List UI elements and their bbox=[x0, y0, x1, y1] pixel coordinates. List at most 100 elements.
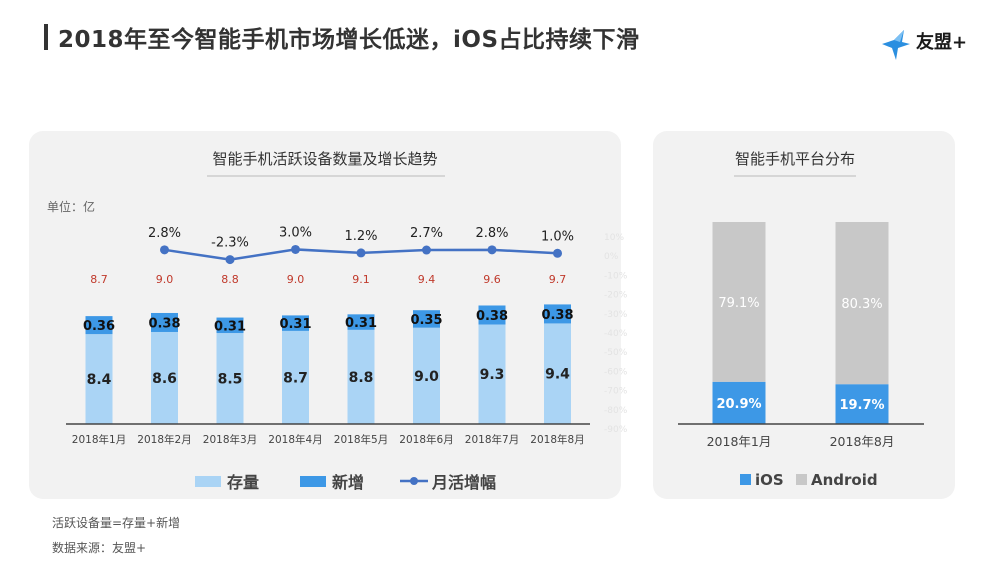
total-labels: 8.7 9.0 8.8 9.0 9.1 9.4 9.6 9.7 bbox=[90, 273, 566, 286]
bar-stock bbox=[85, 334, 113, 424]
ios-share-label: 20.9% bbox=[716, 397, 761, 412]
total-value-label: 9.1 bbox=[352, 273, 370, 286]
x-tick-label: 2018年2月 bbox=[137, 433, 191, 446]
legend-ios-swatch bbox=[740, 474, 751, 485]
growth-label: 2.8% bbox=[475, 226, 508, 241]
x-axis-labels: 2018年1月 2018年2月 2018年3月 2018年4月 2018年5月 2018年… bbox=[72, 433, 585, 446]
stock-value-label: 8.4 bbox=[87, 372, 112, 388]
legend-android-label: Android bbox=[811, 471, 878, 489]
platform-x-labels: 2018年1月 2018年8月 bbox=[707, 434, 895, 449]
growth-point bbox=[225, 255, 235, 265]
x-tick-label: 2018年4月 bbox=[268, 433, 322, 446]
x-tick-label: 2018年3月 bbox=[203, 433, 257, 446]
legend-growth-marker bbox=[410, 477, 418, 485]
legend-stock-swatch bbox=[195, 476, 221, 487]
secondary-axis: 10% 0% -10% -20% -30% -40% -50% -60% -70% -80% -90… bbox=[604, 233, 628, 435]
bar-stock bbox=[151, 331, 178, 424]
bar-new bbox=[282, 315, 309, 331]
total-value-label: 9.4 bbox=[418, 273, 436, 286]
x-tick-label: 2018年7月 bbox=[465, 433, 519, 446]
secondary-tick-label: -40% bbox=[604, 329, 628, 339]
bar-stock bbox=[347, 329, 375, 424]
data-source: 数据来源：友盟+ bbox=[52, 541, 147, 555]
new-value-label: 0.38 bbox=[148, 316, 180, 331]
logo-text: 友盟+ bbox=[916, 32, 968, 53]
growth-label: 2.7% bbox=[410, 226, 443, 241]
growth-label: 1.2% bbox=[344, 229, 377, 244]
bar-new bbox=[544, 304, 571, 324]
bar-new bbox=[85, 316, 113, 335]
bar-android bbox=[712, 222, 766, 382]
x-tick-label: 2018年6月 bbox=[399, 433, 453, 446]
growth-point bbox=[422, 245, 431, 255]
stock-value-label: 9.3 bbox=[480, 367, 505, 383]
active-devices-panel bbox=[29, 131, 621, 499]
growth-line-group: 2.8% -2.3% 3.0% 1.2% 2.7% 2.8% 1.0% bbox=[148, 225, 574, 265]
bar-new bbox=[216, 317, 244, 334]
x-tick-label: 2018年8月 bbox=[530, 433, 584, 446]
new-value-label: 0.31 bbox=[345, 316, 377, 331]
new-value-label: 0.31 bbox=[214, 319, 246, 334]
android-share-label: 80.3% bbox=[841, 297, 882, 312]
stock-value-label: 8.6 bbox=[152, 371, 177, 387]
chart2-title: 智能手机平台分布 bbox=[735, 150, 855, 168]
secondary-tick-label: -30% bbox=[604, 310, 628, 320]
growth-point bbox=[160, 245, 169, 255]
platform-bar-group: 20.9% 79.1% 19.7% 80.3% bbox=[712, 222, 889, 424]
secondary-tick-label: 0% bbox=[604, 252, 619, 262]
new-value-label: 0.36 bbox=[83, 319, 115, 334]
growth-label: 1.0% bbox=[541, 229, 574, 244]
page-title: 2018年至今智能手机市场增长低迷，iOS占比持续下滑 bbox=[58, 27, 640, 53]
chart1-title: 智能手机活跃设备数量及增长趋势 bbox=[212, 150, 437, 168]
bar-stock bbox=[282, 330, 309, 424]
new-value-label: 0.31 bbox=[279, 317, 311, 332]
platform-x-tick-label: 2018年1月 bbox=[707, 434, 772, 449]
legend-android-swatch bbox=[796, 474, 807, 485]
bar-stock bbox=[216, 333, 244, 424]
platform-x-tick-label: 2018年8月 bbox=[830, 434, 895, 449]
bar-ios bbox=[712, 381, 766, 424]
secondary-tick-label: -10% bbox=[604, 271, 628, 281]
secondary-tick-label: -60% bbox=[604, 367, 628, 377]
growth-point bbox=[356, 248, 366, 258]
secondary-tick-label: -50% bbox=[604, 348, 628, 358]
formula-note: 活跃设备量=存量+新增 bbox=[52, 516, 181, 530]
bar-android bbox=[835, 222, 889, 385]
ios-share-label: 19.7% bbox=[839, 398, 884, 413]
growth-point bbox=[487, 245, 497, 255]
active-devices-chart: 智能手机活跃设备数量及增长趋势 单位：亿 10% 0% -10% -20% -30% -4… bbox=[47, 150, 628, 492]
x-tick-label: 2018年1月 bbox=[72, 433, 126, 446]
bar-new bbox=[151, 312, 178, 332]
bar-new bbox=[478, 305, 506, 325]
growth-label: 3.0% bbox=[279, 225, 312, 240]
bar-ios bbox=[835, 384, 889, 424]
bar-stock bbox=[478, 324, 506, 424]
bar-new bbox=[347, 314, 375, 330]
growth-label: -2.3% bbox=[211, 236, 249, 251]
new-value-label: 0.35 bbox=[410, 313, 442, 328]
unit-label: 单位：亿 bbox=[47, 199, 95, 214]
stock-value-label: 8.8 bbox=[349, 370, 374, 386]
legend-new-swatch bbox=[300, 476, 326, 487]
new-value-label: 0.38 bbox=[476, 309, 508, 324]
total-value-label: 9.0 bbox=[287, 273, 305, 286]
legend-growth-label: 月活增幅 bbox=[431, 473, 496, 492]
bar-stock bbox=[544, 323, 571, 424]
total-value-label: 9.0 bbox=[156, 273, 174, 286]
platform-chart: 智能手机平台分布 20.9%79.1%19.7%80.3% 2018年1月 201… bbox=[678, 150, 924, 489]
total-value-label: 9.7 bbox=[549, 273, 567, 286]
stock-value-label: 8.7 bbox=[283, 370, 308, 386]
growth-point bbox=[553, 248, 562, 258]
android-share-label: 79.1% bbox=[718, 296, 759, 311]
secondary-tick-label: -70% bbox=[604, 387, 628, 397]
total-value-label: 8.7 bbox=[90, 273, 108, 286]
secondary-tick-label: -20% bbox=[604, 291, 628, 301]
secondary-tick-label: -90% bbox=[604, 425, 628, 435]
stock-value-label: 8.5 bbox=[218, 372, 243, 388]
total-value-label: 9.6 bbox=[483, 273, 501, 286]
bar-new bbox=[413, 310, 440, 328]
growth-label: 2.8% bbox=[148, 226, 181, 241]
new-value-label: 0.38 bbox=[541, 308, 573, 323]
title-accent-bar bbox=[44, 24, 48, 50]
